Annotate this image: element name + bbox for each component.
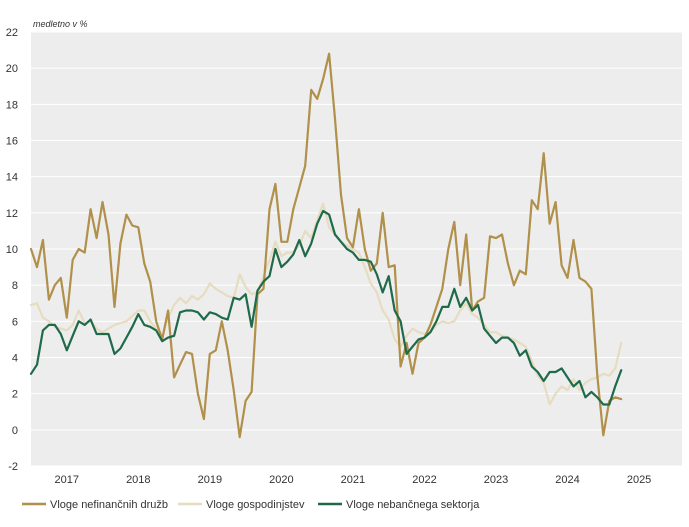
y-tick-label: 22 xyxy=(6,27,18,39)
x-tick-label: 2021 xyxy=(341,474,365,486)
x-tick-label: 2017 xyxy=(55,474,79,486)
y-tick-label: 16 xyxy=(6,136,18,148)
series-lines xyxy=(29,52,623,439)
legend-label-2: Vloge nebančnega sektorja xyxy=(346,499,480,511)
series-line-1 xyxy=(29,202,623,406)
x-tick-label: 2019 xyxy=(198,474,222,486)
x-tick-label: 2025 xyxy=(627,474,651,486)
y-axis-ticks: -2 0 2 4 6 8 10 12 14 16 18 20 22 xyxy=(6,27,18,473)
x-tick-label: 2018 xyxy=(126,474,150,486)
y-tick-label: 14 xyxy=(6,172,18,184)
series-line-2 xyxy=(29,209,623,406)
y-tick-label: 20 xyxy=(6,63,18,75)
y-tick-label: 4 xyxy=(12,353,18,365)
legend-label-1: Vloge gospodinjstev xyxy=(206,499,305,511)
y-tick-label: 0 xyxy=(12,425,18,437)
legend-label-0: Vloge nefinančnih družb xyxy=(50,499,168,511)
y-tick-label: 12 xyxy=(6,208,18,220)
y-tick-label: 8 xyxy=(12,280,18,292)
unit-label: medletno v % xyxy=(33,19,88,29)
y-tick-label: 6 xyxy=(12,316,18,328)
series-line-0 xyxy=(29,52,623,439)
gridlines xyxy=(31,31,682,467)
x-tick-label: 2020 xyxy=(269,474,293,486)
y-tick-label: 2 xyxy=(12,389,18,401)
y-tick-label: 18 xyxy=(6,99,18,111)
x-axis-ticks: 2017 2018 2019 2020 2021 2022 2023 2024 2025 xyxy=(55,474,652,486)
x-tick-label: 2023 xyxy=(484,474,508,486)
y-tick-label: -2 xyxy=(8,461,18,473)
legend: Vloge nefinančnih družb Vloge gospodinjst… xyxy=(22,499,480,511)
x-tick-label: 2024 xyxy=(555,474,579,486)
x-tick-label: 2022 xyxy=(412,474,436,486)
y-tick-label: 10 xyxy=(6,244,18,256)
